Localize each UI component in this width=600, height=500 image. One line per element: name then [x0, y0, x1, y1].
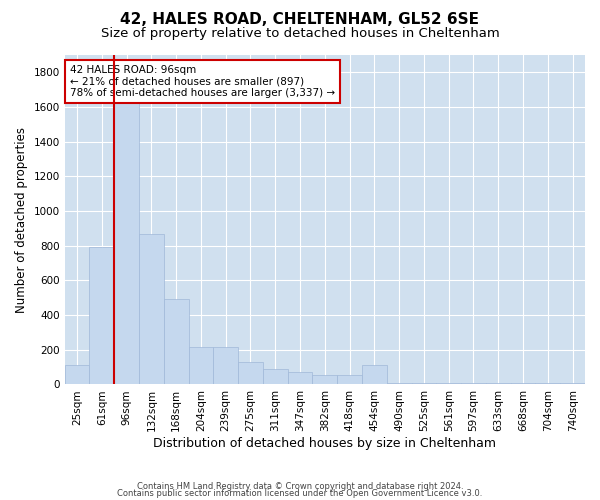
Bar [461, 382, 486, 384]
Bar [436, 382, 461, 384]
Bar [287, 372, 313, 384]
Text: Contains HM Land Registry data © Crown copyright and database right 2024.: Contains HM Land Registry data © Crown c… [137, 482, 463, 491]
Bar [486, 382, 511, 384]
Bar [535, 382, 560, 384]
Bar [89, 248, 114, 384]
Text: Contains public sector information licensed under the Open Government Licence v3: Contains public sector information licen… [118, 490, 482, 498]
Bar [313, 375, 337, 384]
Text: Size of property relative to detached houses in Cheltenham: Size of property relative to detached ho… [101, 28, 499, 40]
Bar [164, 300, 188, 384]
Text: 42, HALES ROAD, CHELTENHAM, GL52 6SE: 42, HALES ROAD, CHELTENHAM, GL52 6SE [121, 12, 479, 28]
Text: 42 HALES ROAD: 96sqm
← 21% of detached houses are smaller (897)
78% of semi-deta: 42 HALES ROAD: 96sqm ← 21% of detached h… [70, 65, 335, 98]
X-axis label: Distribution of detached houses by size in Cheltenham: Distribution of detached houses by size … [154, 437, 496, 450]
Bar [387, 382, 412, 384]
Bar [263, 369, 287, 384]
Y-axis label: Number of detached properties: Number of detached properties [15, 126, 28, 312]
Bar [238, 362, 263, 384]
Bar [362, 366, 387, 384]
Bar [412, 382, 436, 384]
Bar [139, 234, 164, 384]
Bar [511, 382, 535, 384]
Bar [188, 347, 214, 385]
Bar [337, 375, 362, 384]
Bar [214, 347, 238, 385]
Bar [65, 366, 89, 384]
Bar [560, 382, 585, 384]
Bar [114, 102, 139, 385]
